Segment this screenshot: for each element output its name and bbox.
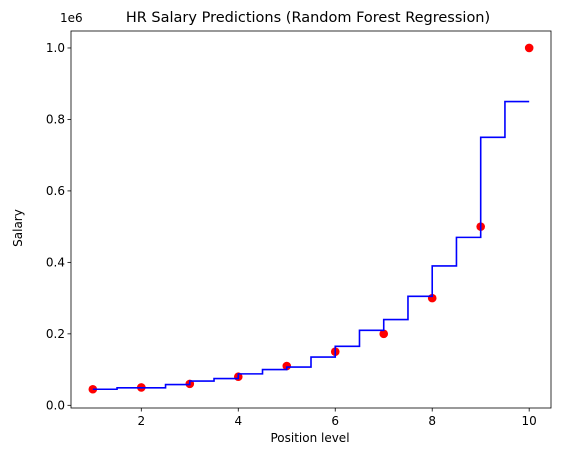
chart-title: HR Salary Predictions (Random Forest Reg… <box>126 10 490 26</box>
y-tick-label: 0.0 <box>46 399 65 413</box>
y-tick-label: 0.6 <box>46 184 65 198</box>
plot-area: 2 4 6 8 10 0.0 0.2 0.4 0.6 0.8 1.0 <box>46 30 552 428</box>
x-tick-label: 6 <box>331 414 339 428</box>
prediction-step-line <box>92 100 530 391</box>
y-tick-label: 1.0 <box>46 41 65 55</box>
data-point <box>524 43 534 53</box>
x-tick-label: 8 <box>428 414 436 428</box>
x-tick-label: 2 <box>137 414 145 428</box>
plot-frame <box>70 30 552 409</box>
y-tick-label: 0.2 <box>46 327 65 341</box>
x-tick-label: 10 <box>522 414 537 428</box>
y-offset-label: 1e6 <box>60 11 83 25</box>
y-tick-label: 0.4 <box>46 256 65 270</box>
y-axis-label: Salary <box>11 209 25 247</box>
y-tick-label: 0.8 <box>46 113 65 127</box>
x-tick-label: 4 <box>234 414 242 428</box>
x-axis-label: Position level <box>270 431 349 445</box>
data-point <box>88 384 98 394</box>
data-point <box>282 361 292 371</box>
data-point <box>379 329 389 339</box>
